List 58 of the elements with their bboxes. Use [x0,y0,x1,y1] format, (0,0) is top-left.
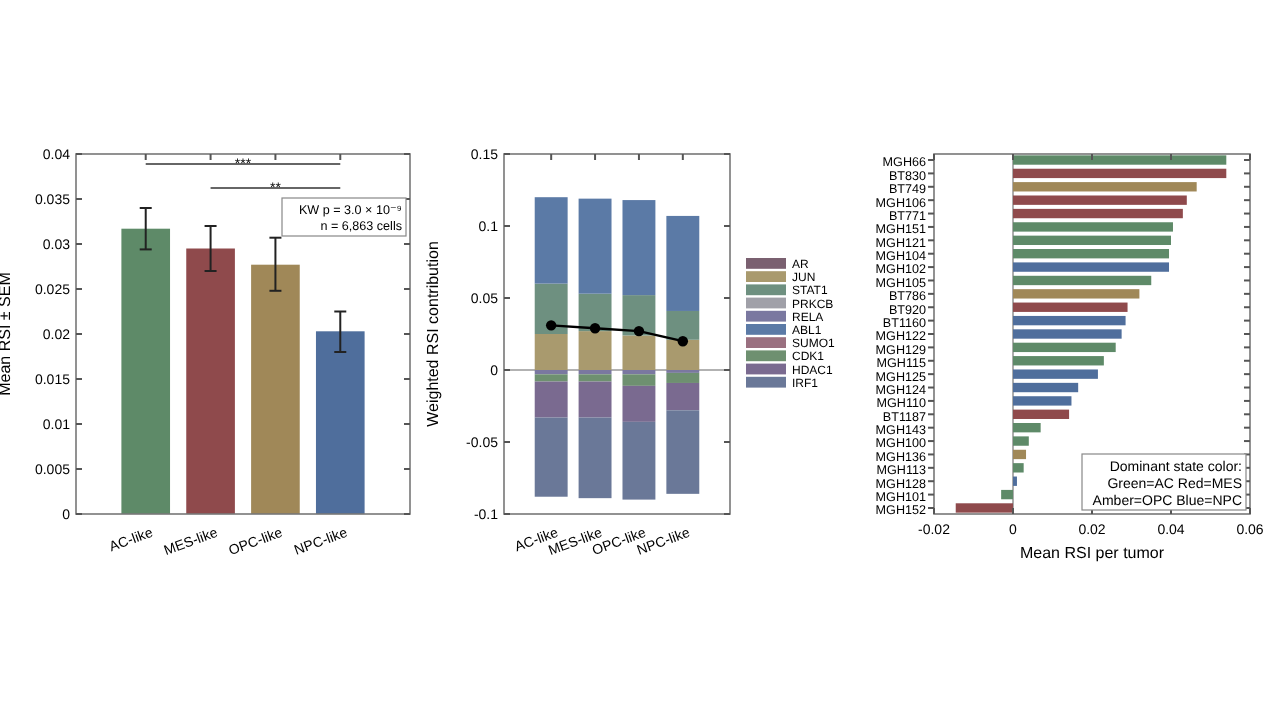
point [545,320,557,331]
bar [578,381,612,418]
bar [578,374,612,382]
bar [578,417,612,499]
bar [1013,208,1183,219]
bar [534,417,568,497]
bar [578,331,612,370]
bar [1013,302,1128,312]
bar [121,228,171,514]
bar [186,248,235,514]
bar [1013,463,1024,473]
bar [1013,369,1098,379]
bar [1013,329,1122,339]
bar [1013,289,1140,299]
bar [251,264,300,514]
bar [1013,342,1116,353]
bar [1013,315,1126,326]
y-axis-title: Weighted RSI contribution [424,241,442,427]
bar [1013,249,1170,259]
bar [1013,182,1197,192]
bar [315,331,365,514]
bar [534,334,568,370]
bar [666,310,700,340]
bar [578,198,612,294]
bar [622,374,656,386]
point [633,325,645,337]
bar [622,200,656,296]
bar [1013,168,1227,179]
bar [1013,195,1187,205]
bar [622,335,656,370]
bar [1013,262,1170,272]
bar [666,382,700,411]
point [589,323,601,334]
bar [955,503,1013,513]
bar [666,339,700,370]
bar [534,374,568,382]
bar [666,372,700,383]
bar [1013,155,1227,165]
bar [1013,356,1104,366]
bar [622,421,656,500]
bar [534,283,568,334]
bar [1013,436,1029,446]
bar [666,410,700,494]
bar [1001,489,1013,500]
bar [1013,222,1173,232]
bar [622,385,656,422]
bar [1013,382,1079,393]
bar [1013,449,1027,460]
bar [1013,235,1171,245]
bar [1013,409,1070,419]
bar [666,215,700,311]
point [677,336,689,347]
x-axis-title: Mean RSI per tumor [1019,544,1165,562]
bar [534,381,568,418]
bar [1013,275,1152,286]
bar [1013,396,1072,406]
bar [1013,423,1041,433]
bar [534,197,568,284]
